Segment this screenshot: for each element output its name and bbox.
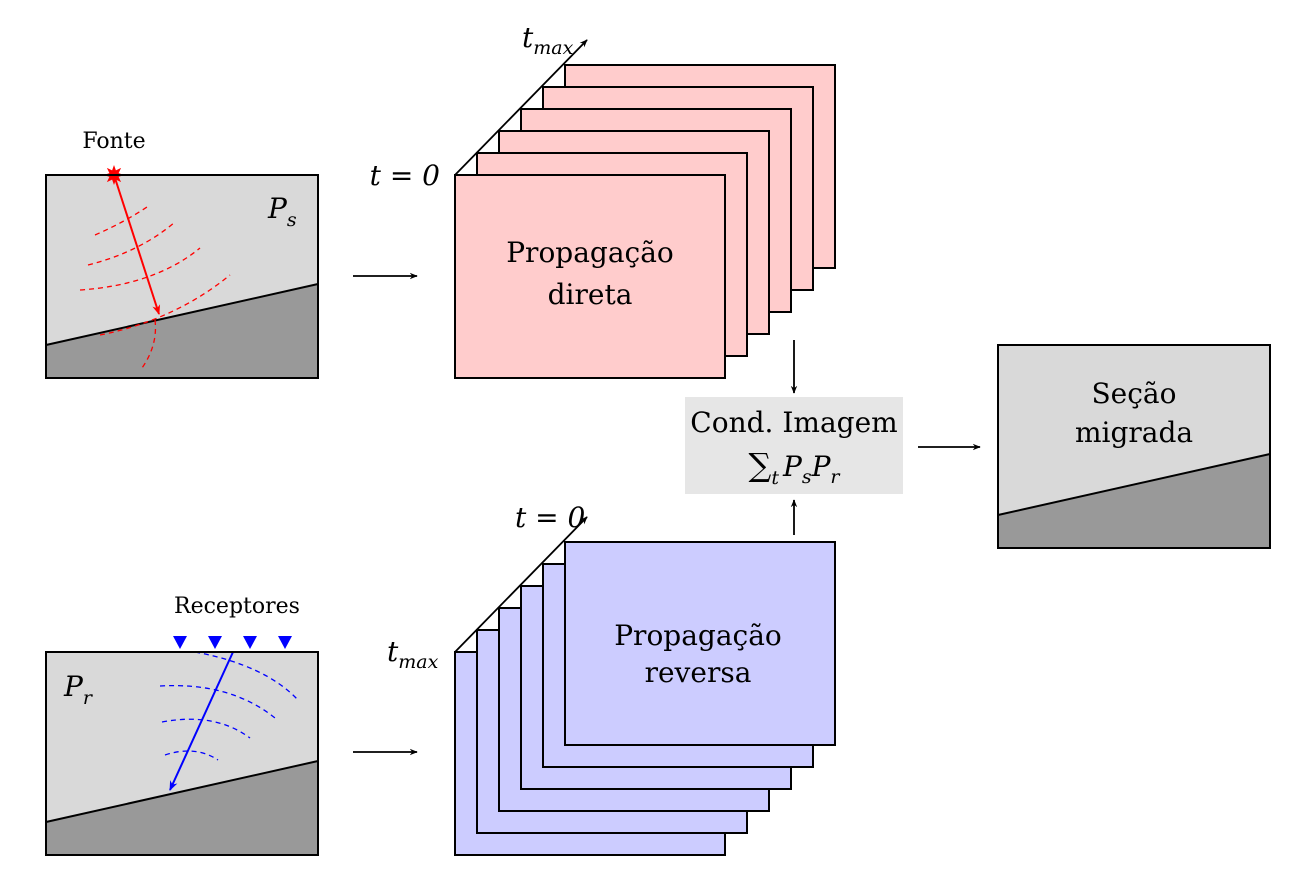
migrated-section-lower-layer <box>998 454 1270 548</box>
source-field-label: Ps <box>267 192 297 231</box>
source-model-interface <box>45 283 319 346</box>
reverse-frames <box>454 541 836 856</box>
reverse-title-line1: Propagação <box>614 619 782 652</box>
forward-stack: Propagação direta t = 0 tmax <box>370 21 836 379</box>
forward-frame <box>454 174 726 379</box>
forward-end-time-label: tmax <box>522 21 574 59</box>
source-model-border <box>45 174 319 379</box>
source-label: Fonte <box>82 129 145 154</box>
receiver-wavefronts <box>159 652 299 761</box>
reverse-frame <box>564 541 836 746</box>
forward-title-line1: Propagação <box>506 236 674 269</box>
receiver-ray-arrow <box>169 651 234 791</box>
receiver-array <box>173 636 292 649</box>
triangle-down-icon <box>278 636 292 649</box>
source-model-lower-layer <box>46 284 318 378</box>
source-wavefronts <box>79 204 231 369</box>
triangle-down-icon <box>243 636 257 649</box>
forward-start-time-label: t = 0 <box>370 159 440 192</box>
receiver-model-interface <box>45 760 319 823</box>
forward-title-line2: direta <box>548 278 633 311</box>
migrated-section-border <box>997 344 1271 549</box>
imaging-condition-formula: ∑t PsPr <box>748 446 841 489</box>
receiver-model-border <box>45 651 319 856</box>
reverse-end-time-label: t = 0 <box>515 501 585 534</box>
receiver-model-lower-layer <box>46 761 318 855</box>
reverse-stack: Propagação reversa tmax t = 0 <box>387 501 836 856</box>
receiver-model-panel: Receptores Pr <box>45 594 319 856</box>
imaging-condition-title: Cond. Imagem <box>690 406 897 439</box>
triangle-down-icon <box>173 636 187 649</box>
source-model-panel: Fonte Ps <box>45 129 319 379</box>
reverse-start-time-label: tmax <box>387 635 439 673</box>
migrated-section-title-line2: migrada <box>1075 416 1193 449</box>
source-ray-arrow <box>113 174 161 315</box>
receiver-field-label: Pr <box>63 670 94 709</box>
receivers-label: Receptores <box>174 594 300 619</box>
migrated-section-panel: Seção migrada <box>997 344 1271 549</box>
reverse-title-line2: reversa <box>645 656 752 689</box>
migrated-section-title-line1: Seção <box>1092 377 1177 410</box>
triangle-down-icon <box>208 636 222 649</box>
imaging-condition-background <box>685 397 903 494</box>
migrated-section-interface <box>997 453 1271 516</box>
imaging-condition-box: Cond. Imagem ∑t PsPr <box>685 397 903 494</box>
forward-frames <box>454 64 836 379</box>
